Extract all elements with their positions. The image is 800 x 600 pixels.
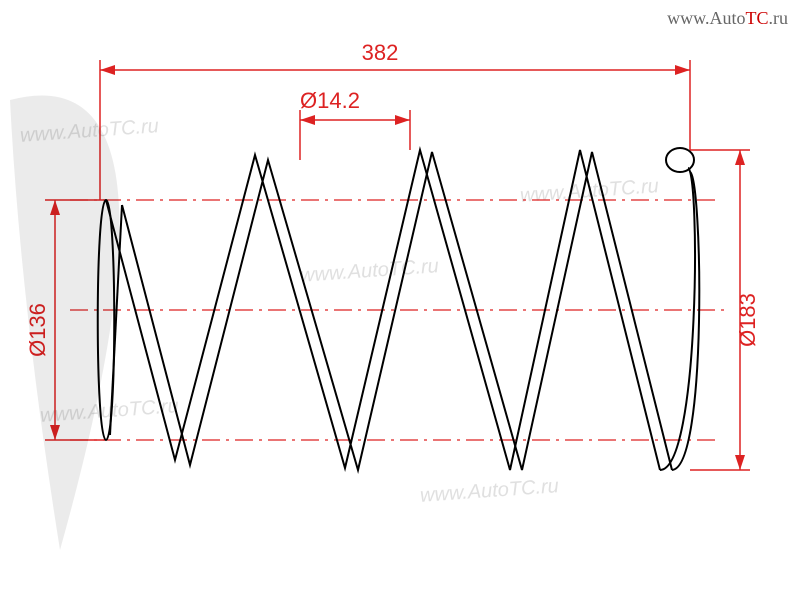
arrow-wl	[300, 115, 315, 125]
dim-large-text: Ø183	[735, 293, 760, 347]
arrow-lb	[735, 455, 745, 470]
dim-length-text: 382	[362, 40, 399, 65]
arrow-wr	[395, 115, 410, 125]
arrow-l	[100, 65, 115, 75]
technical-drawing: 382 Ø14.2 Ø136 Ø183	[0, 0, 800, 600]
arrow-lt	[735, 150, 745, 165]
arrow-r	[675, 65, 690, 75]
dim-wire-text: Ø14.2	[300, 88, 360, 113]
spring-body	[98, 148, 700, 470]
